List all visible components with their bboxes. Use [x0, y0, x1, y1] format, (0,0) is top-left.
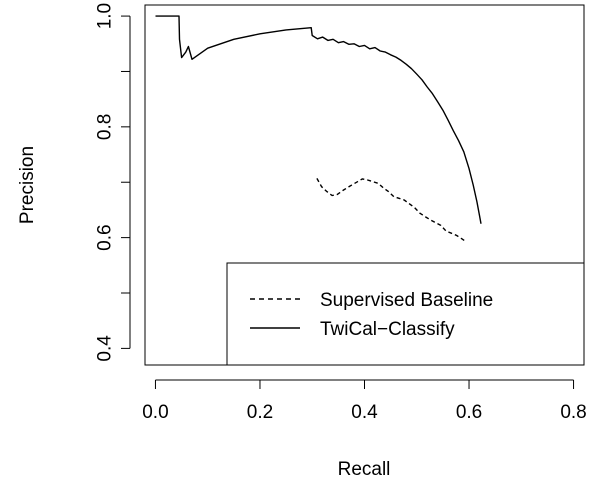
- x-tick-label: 0.2: [247, 402, 273, 423]
- y-tick-label: 0.6: [95, 224, 116, 250]
- legend-label-supervised-baseline: Supervised Baseline: [320, 290, 493, 311]
- y-axis: 0.4 0.6 0.8 1.0: [95, 3, 131, 362]
- x-axis: 0.0 0.2 0.4 0.6 0.8: [142, 379, 587, 423]
- series-line-supervised-baseline: [316, 178, 467, 243]
- y-axis-title: Precision: [17, 146, 38, 224]
- x-tick-label: 0.8: [560, 402, 586, 423]
- y-tick-label: 0.8: [95, 114, 116, 140]
- x-tick-label: 0.0: [142, 402, 168, 423]
- y-tick-label: 1.0: [95, 3, 116, 29]
- x-axis-title: Recall: [338, 459, 391, 480]
- legend-box: [226, 262, 585, 366]
- series-layer: [155, 15, 482, 243]
- legend: Supervised Baseline TwiCal−Classify: [226, 262, 585, 366]
- y-tick-label: 0.4: [95, 335, 116, 362]
- legend-label-twical-classify: TwiCal−Classify: [320, 319, 455, 340]
- x-tick-label: 0.4: [351, 402, 378, 423]
- x-tick-label: 0.6: [456, 402, 482, 423]
- series-line-twical-classify: [155, 15, 482, 224]
